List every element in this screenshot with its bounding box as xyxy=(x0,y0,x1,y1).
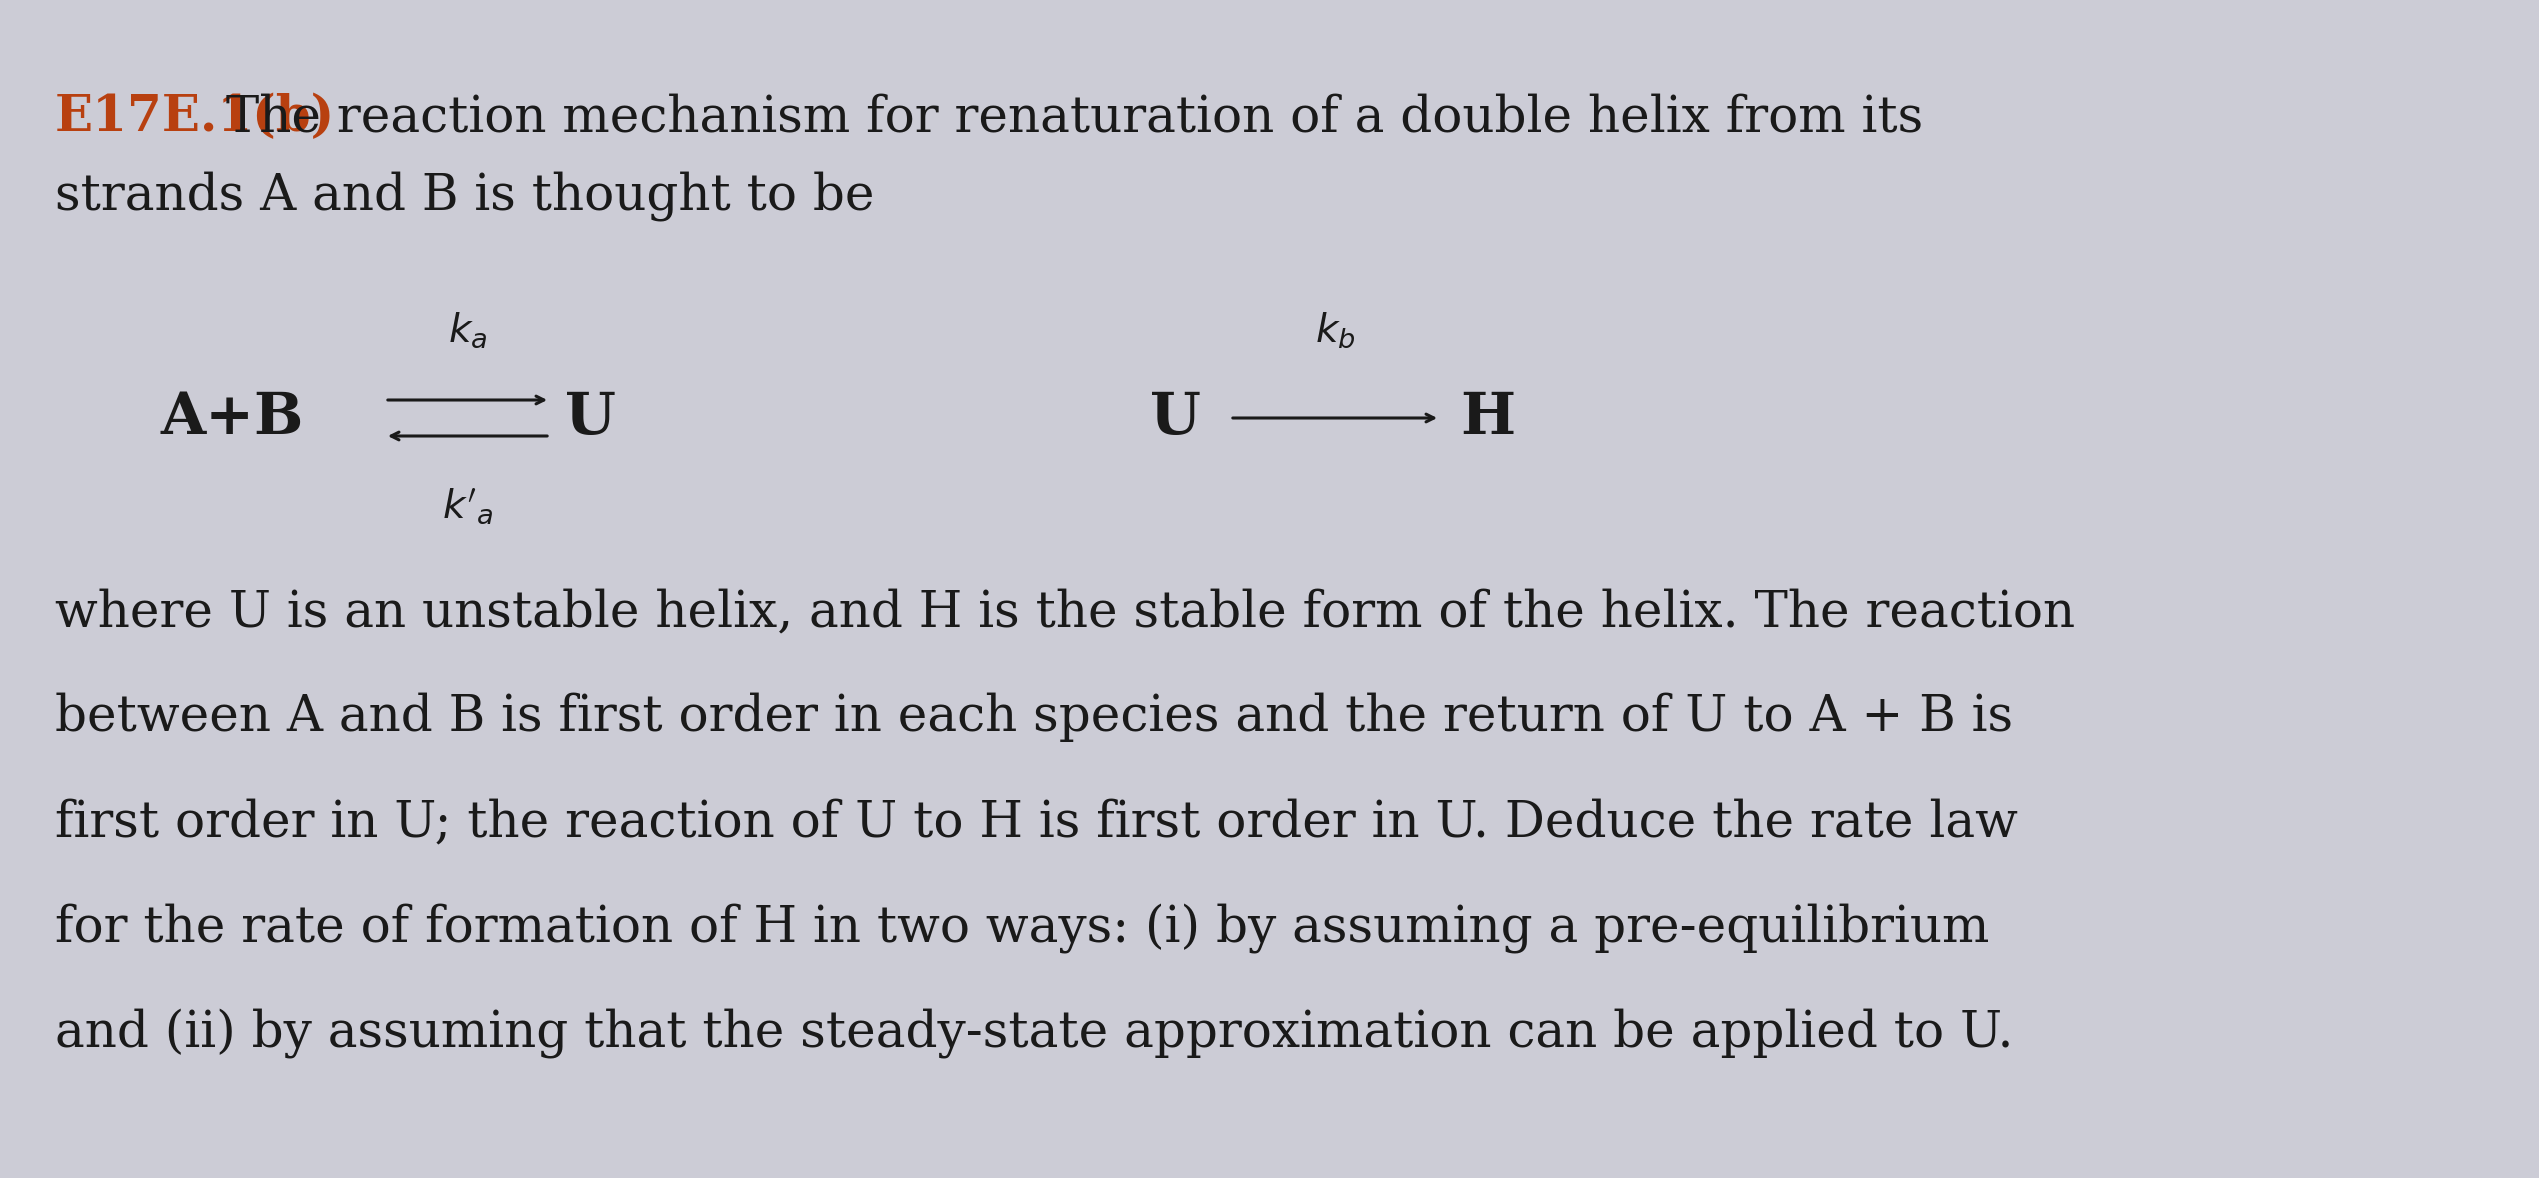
Text: U: U xyxy=(1150,390,1201,446)
Text: H: H xyxy=(1460,390,1516,446)
Text: and (ii) by assuming that the steady-state approximation can be applied to U.: and (ii) by assuming that the steady-sta… xyxy=(56,1008,2013,1058)
Text: between A and B is first order in each species and the return of U to A + B is: between A and B is first order in each s… xyxy=(56,693,2013,742)
Text: $k_b$: $k_b$ xyxy=(1315,310,1356,350)
Text: where U is an unstable helix, and H is the stable form of the helix. The reactio: where U is an unstable helix, and H is t… xyxy=(56,588,2074,637)
Text: U: U xyxy=(566,390,617,446)
Text: $k'_a$: $k'_a$ xyxy=(442,487,493,525)
Text: first order in U; the reaction of U to H is first order in U. Deduce the rate la: first order in U; the reaction of U to H… xyxy=(56,798,2019,847)
Text: $k_a$: $k_a$ xyxy=(447,310,487,350)
Text: A+B: A+B xyxy=(160,390,302,446)
Text: strands A and B is thought to be: strands A and B is thought to be xyxy=(56,171,873,221)
Text: for the rate of formation of H in two ways: (i) by assuming a pre-equilibrium: for the rate of formation of H in two wa… xyxy=(56,904,1991,953)
Text: The reaction mechanism for renaturation of a double helix from its: The reaction mechanism for renaturation … xyxy=(211,93,1922,143)
Text: E17E.1(b): E17E.1(b) xyxy=(56,93,335,143)
